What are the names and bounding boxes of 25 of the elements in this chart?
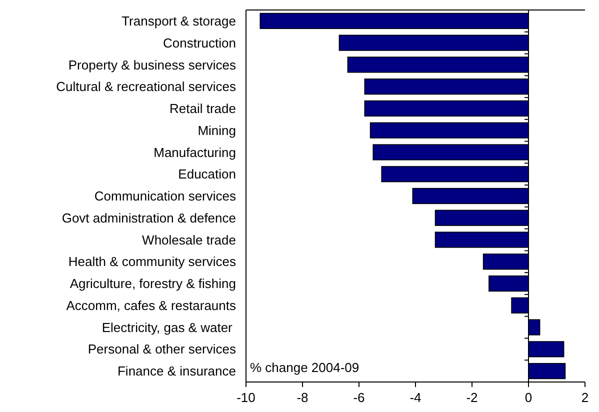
- x-tick-label: -4: [410, 390, 422, 405]
- y-tick-label: Wholesale trade: [142, 232, 236, 248]
- y-tick-label: Personal & other services: [88, 342, 236, 357]
- x-tick-label: -8: [296, 390, 308, 405]
- y-tick-label: Construction: [163, 35, 236, 50]
- annotation: % change 2004-09: [250, 360, 360, 375]
- y-tick-label: Govt administration & defence: [62, 210, 236, 226]
- y-tick-label: Communication services: [94, 188, 236, 204]
- y-tick-label: Mining: [198, 122, 236, 138]
- y-tick-label: Retail trade: [170, 101, 236, 116]
- y-tick-label: Accomm, cafes & restaraunts: [66, 298, 236, 313]
- y-tick-label: Education: [178, 166, 236, 182]
- y-tick-label: Transport & storage: [122, 13, 236, 28]
- x-tick-label: 0: [524, 390, 532, 405]
- x-tick-label: -2: [466, 390, 478, 405]
- y-tick-label: Property & business services: [68, 57, 236, 72]
- x-tick-label: -6: [353, 390, 365, 405]
- y-tick-label: Health & community services: [68, 254, 236, 270]
- y-tick-label: Finance & insurance: [117, 364, 236, 379]
- y-tick-label: Electricity, gas & water: [102, 320, 236, 335]
- y-tick-label: Manufacturing: [154, 144, 236, 160]
- y-tick-label: Cultural & recreational services: [56, 79, 236, 94]
- x-tick-label: -10: [236, 390, 256, 405]
- x-tick-label: 2: [581, 390, 589, 405]
- y-tick-label: Agriculture, forestry & fishing: [70, 276, 236, 292]
